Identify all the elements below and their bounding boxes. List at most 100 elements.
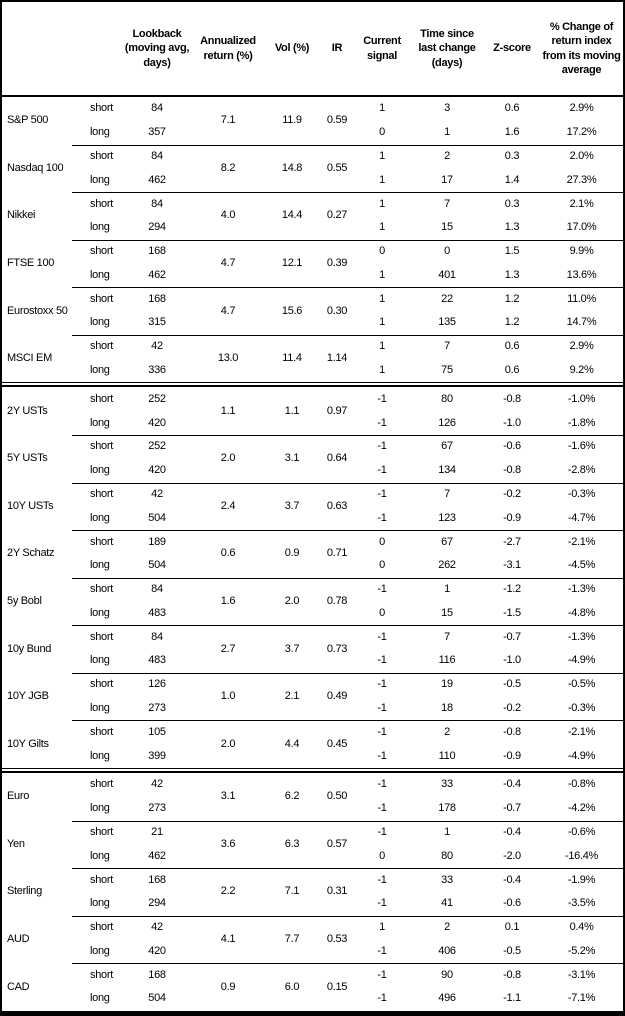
lookback-value: 168 — [148, 292, 166, 305]
time-since-last-change-value: 126 — [438, 416, 456, 429]
pct-change-value: 11.0% — [567, 292, 596, 305]
pct-change-value: -2.1% — [567, 535, 596, 548]
current-signal-value: 0 — [379, 606, 385, 619]
lookback-value: 273 — [148, 702, 166, 714]
ir-value: 0.39 — [326, 257, 348, 269]
time-since-last-change-value: 75 — [441, 364, 453, 376]
pct-change-value: 13.6% — [566, 268, 597, 281]
lookback-value: 126 — [148, 678, 166, 691]
asset-name: Eurostoxx 50 — [7, 304, 68, 317]
z-score-value: 0.6 — [504, 364, 520, 376]
leg-label: short — [90, 150, 113, 162]
section-separator — [2, 382, 623, 388]
current-signal-value: -1 — [377, 511, 387, 524]
leg-label: long — [90, 268, 110, 281]
z-score-value: 0.3 — [504, 197, 520, 210]
z-score-value: 0.1 — [504, 921, 520, 934]
time-since-last-change-value: 110 — [438, 749, 456, 762]
vol-value: 3.7 — [284, 642, 300, 655]
z-score-value: -2.0 — [503, 849, 521, 862]
time-since-last-change-value: 178 — [438, 802, 456, 815]
time-since-last-change-value: 406 — [438, 944, 456, 957]
vol-value: 14.4 — [281, 209, 303, 222]
leg-label: long — [90, 511, 110, 524]
asset-name: FTSE 100 — [7, 257, 55, 269]
vol-value: 11.4 — [282, 352, 302, 365]
annualized-return-value: 2.2 — [220, 885, 236, 898]
time-since-last-change-value: 33 — [441, 778, 453, 791]
time-since-last-change-value: 67 — [441, 535, 453, 548]
current-signal-value: 1 — [379, 316, 385, 329]
asset-name: AUD — [7, 933, 30, 945]
ir-value: 0.59 — [326, 114, 348, 127]
current-signal-value: -1 — [377, 778, 387, 791]
leg-label: long — [90, 944, 110, 957]
leg-label: short — [90, 630, 113, 643]
annualized-return-value: 1.1 — [220, 404, 236, 417]
ir-value: 0.45 — [326, 737, 348, 750]
z-score-value: 0.6 — [504, 340, 520, 353]
current-signal-value: -1 — [377, 416, 387, 429]
pct-change-value: 9.2% — [569, 364, 594, 376]
leg-label: short — [90, 292, 113, 305]
asset-name: 5Y USTs — [7, 452, 48, 465]
time-since-last-change-value: 496 — [438, 992, 456, 1005]
z-score-value: -0.4 — [503, 778, 521, 791]
header-annualized-return: Annualized return (%) — [200, 35, 256, 62]
time-since-last-change-value: 1 — [444, 826, 450, 838]
asset-name: 10Y Gilts — [7, 737, 49, 750]
pct-change-value: 27.3% — [566, 173, 597, 186]
leg-label: short — [90, 488, 113, 500]
vol-value: 6.0 — [284, 980, 300, 993]
asset-group-eurostoxx-50: Eurostoxx 50 short 168 1 22 1.2 11.0% long 315 1 1… — [2, 287, 623, 335]
pct-change-value: -1.9% — [567, 873, 596, 886]
pct-change-value: -3.1% — [567, 968, 596, 981]
asset-group-sterling: Sterling short 168 -1 33 -0.4 -1.9% long 294 -1 41… — [2, 868, 623, 916]
header-current-signal: Current signal — [363, 35, 401, 62]
leg-label: short — [90, 535, 113, 548]
header-pct-change-from-moving-average: % Change of return index from its moving… — [542, 20, 621, 76]
current-signal-value: -1 — [377, 992, 387, 1005]
lookback-value: 84 — [151, 630, 163, 643]
z-score-value: -0.5 — [503, 944, 521, 957]
asset-group-10y-gilts: 10Y Gilts short 105 -1 2 -0.8 -2.1% long 399 -1 11… — [2, 720, 623, 768]
lookback-value: 252 — [148, 440, 166, 453]
lookback-value: 462 — [148, 268, 166, 281]
time-since-last-change-value: 67 — [441, 440, 453, 453]
asset-name: 2Y USTs — [7, 404, 48, 417]
leg-label: long — [90, 897, 110, 910]
header-ir: IR — [331, 42, 343, 55]
lookback-value: 483 — [148, 654, 166, 667]
pct-change-value: -4.2% — [567, 802, 596, 815]
ir-value: 0.78 — [326, 595, 348, 607]
vol-value: 3.1 — [284, 452, 300, 465]
pct-change-value: -2.1% — [567, 725, 596, 738]
vol-value: 2.0 — [284, 595, 300, 607]
lookback-value: 462 — [148, 173, 166, 186]
annualized-return-value: 4.1 — [220, 933, 236, 945]
leg-label: long — [90, 221, 110, 234]
leg-label: long — [90, 173, 110, 186]
z-score-value: -0.8 — [503, 464, 521, 477]
pct-change-value: -4.9% — [567, 654, 596, 667]
z-score-value: -0.4 — [503, 826, 521, 838]
leg-label: short — [90, 968, 113, 981]
header-lookback: Lookback (moving avg, days) — [124, 28, 190, 69]
z-score-value: -3.1 — [503, 559, 521, 572]
pct-change-value: -3.5% — [567, 897, 596, 910]
vol-value: 3.7 — [284, 499, 300, 512]
asset-group-msci-em: MSCI EM short 42 1 7 0.6 2.9% long 336 1 75 0.6 9.2%… — [2, 334, 623, 383]
annualized-return-value: 2.4 — [220, 499, 236, 512]
leg-label: short — [90, 778, 113, 791]
lookback-value: 357 — [148, 126, 166, 139]
ir-value: 0.63 — [326, 499, 348, 512]
time-since-last-change-value: 2 — [444, 921, 450, 934]
ir-value: 0.31 — [326, 885, 348, 898]
lookback-value: 294 — [148, 221, 166, 234]
leg-label: short — [90, 440, 113, 453]
vol-value: 14.8 — [281, 161, 303, 174]
current-signal-value: 1 — [379, 292, 385, 305]
annualized-return-value: 4.7 — [220, 304, 236, 317]
pct-change-value: 17.2% — [566, 126, 597, 139]
current-signal-value: -1 — [377, 749, 387, 762]
